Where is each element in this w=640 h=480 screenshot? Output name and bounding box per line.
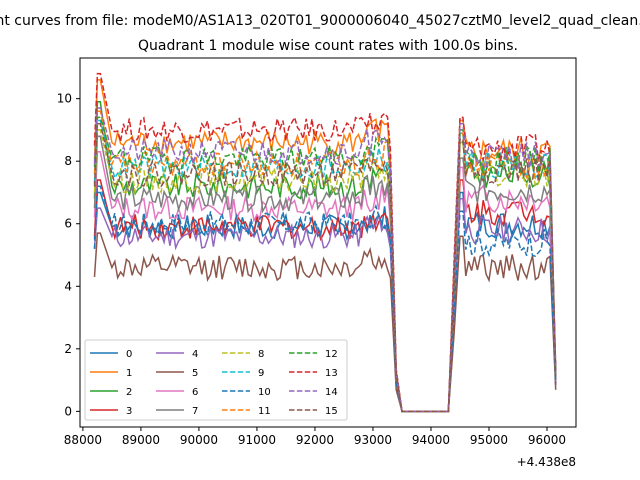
legend-label-3: 3 xyxy=(126,406,132,417)
x-tick-label: 91000 xyxy=(238,433,276,447)
x-axis-offset-label: +4.438e8 xyxy=(517,455,576,469)
x-tick-label: 94000 xyxy=(412,433,450,447)
series-line-5 xyxy=(93,232,557,413)
x-tick-label: 96000 xyxy=(528,433,566,447)
y-tick-label: 2 xyxy=(64,342,72,356)
legend-label-4: 4 xyxy=(192,349,198,360)
legend-label-12: 12 xyxy=(325,349,338,360)
series-line-15 xyxy=(93,122,557,413)
x-tick-label: 92000 xyxy=(296,433,334,447)
plot-lines xyxy=(93,72,557,413)
y-tick-label: 0 xyxy=(64,404,72,418)
series-line-4 xyxy=(93,197,557,413)
legend-label-14: 14 xyxy=(325,387,338,398)
series-line-6 xyxy=(93,151,557,413)
legend-label-15: 15 xyxy=(325,406,338,417)
x-tick-label: 90000 xyxy=(180,433,218,447)
legend-label-2: 2 xyxy=(126,387,132,398)
legend-label-1: 1 xyxy=(126,368,132,379)
series-line-7 xyxy=(93,135,557,413)
y-tick-label: 8 xyxy=(64,154,72,168)
y-tick-label: 10 xyxy=(57,92,72,106)
legend-label-13: 13 xyxy=(325,368,338,379)
chart-title: Quadrant 1 module wise count rates with … xyxy=(138,38,518,54)
series-line-14 xyxy=(93,107,557,413)
legend-label-6: 6 xyxy=(192,387,198,398)
legend-label-8: 8 xyxy=(258,349,264,360)
x-tick-label: 93000 xyxy=(354,433,392,447)
y-tick-label: 4 xyxy=(64,279,72,293)
x-tick-label: 88000 xyxy=(64,433,102,447)
legend-label-5: 5 xyxy=(192,368,198,379)
x-axis: 88000 89000 90000 91000 92000 93000 94000 95000… xyxy=(64,427,566,447)
x-tick-label: 89000 xyxy=(122,433,160,447)
legend-box xyxy=(84,339,348,421)
figure-suptitle: Light curves from file: modeM0/AS1A13_02… xyxy=(0,13,640,29)
plot-frame xyxy=(79,57,577,428)
legend-label-7: 7 xyxy=(192,406,198,417)
legend-label-10: 10 xyxy=(258,387,271,398)
legend-label-11: 11 xyxy=(258,406,271,417)
series-line-12 xyxy=(93,116,557,413)
legend-label-9: 9 xyxy=(258,368,264,379)
series-line-13 xyxy=(93,72,557,413)
series-line-10 xyxy=(93,185,557,413)
legend-label-0: 0 xyxy=(126,349,132,360)
x-tick-label: 95000 xyxy=(470,433,508,447)
y-axis: 0 2 4 6 8 10 xyxy=(57,92,80,418)
y-tick-label: 6 xyxy=(64,217,72,231)
